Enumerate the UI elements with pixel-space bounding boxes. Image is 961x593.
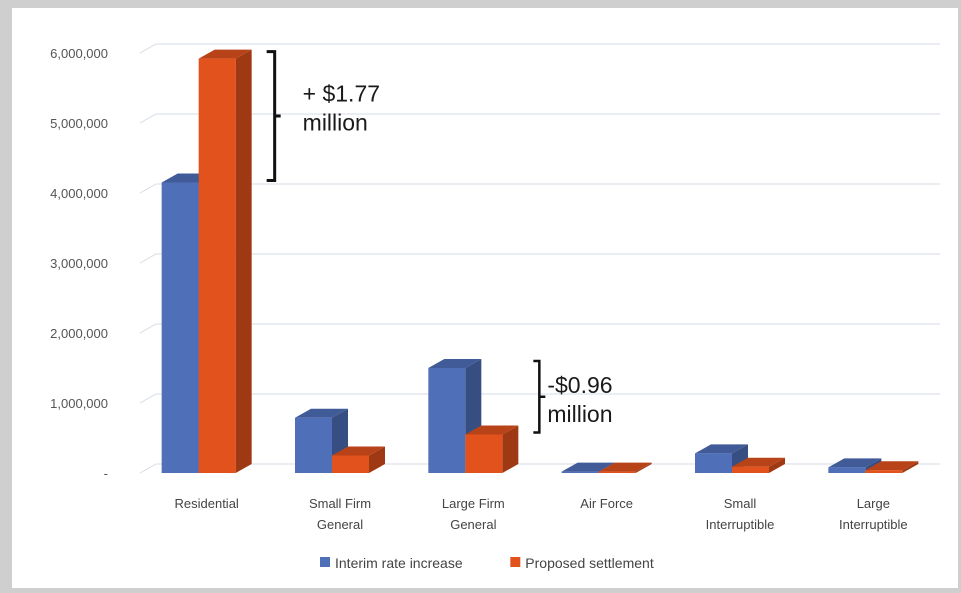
bar-side-face xyxy=(902,461,919,473)
bar-front-face xyxy=(695,453,732,473)
bar-side-face xyxy=(635,462,652,473)
legend-item: Interim rate increase xyxy=(320,555,463,571)
bar-side-face xyxy=(369,446,385,473)
bar-front-face xyxy=(732,466,769,473)
gridline xyxy=(139,253,940,264)
bar-top-face xyxy=(732,457,785,467)
bar-front-face xyxy=(828,467,866,473)
bar-top-face xyxy=(598,462,652,472)
bar xyxy=(732,457,785,473)
bar-front-face xyxy=(561,471,599,473)
gridline xyxy=(139,323,940,334)
bar-top-face xyxy=(695,444,748,454)
bar-chart: - 1,000,000 2,000,000 3,000,000 4,000,000 5,0… xyxy=(50,43,940,571)
bar-top-face xyxy=(561,462,615,472)
gridline xyxy=(139,183,940,194)
bar-front-face xyxy=(198,58,236,473)
y-tick-label: 2,000,000 xyxy=(50,326,108,341)
bar-front-face xyxy=(865,470,903,473)
legend-swatch xyxy=(510,557,521,567)
category-label: Small Interruptible xyxy=(706,496,775,532)
bar-front-face xyxy=(465,434,503,473)
y-tick-label: 5,000,000 xyxy=(50,116,108,131)
gridline xyxy=(139,113,940,124)
y-tick-label: 4,000,000 xyxy=(50,186,108,201)
y-tick-label: 1,000,000 xyxy=(50,396,108,411)
gridlines xyxy=(139,43,940,474)
category-label: Large Firm General xyxy=(442,496,505,532)
bar-front-face xyxy=(428,368,466,473)
bar xyxy=(598,462,652,473)
bar-front-face xyxy=(295,417,332,473)
bar-side-face xyxy=(235,49,252,473)
bar-top-face xyxy=(332,446,385,456)
bar-front-face xyxy=(332,455,369,473)
bar-top-face xyxy=(465,425,519,435)
category-label: Small Firm General xyxy=(309,496,371,532)
bar-top-face xyxy=(198,49,252,59)
annotations: + $1.77 million -$0.96 million xyxy=(266,50,613,434)
legend-item: Proposed settlement xyxy=(510,555,654,571)
x-axis: Residential Small Firm General Large Firm Ge… xyxy=(175,496,908,532)
bar-side-face xyxy=(769,457,785,473)
category-label: Large Interruptible xyxy=(839,496,908,532)
legend-label: Proposed settlement xyxy=(525,555,654,571)
y-tick-label: 6,000,000 xyxy=(50,46,108,61)
bars xyxy=(161,49,919,473)
annotation-text: -$0.96 million xyxy=(547,372,612,427)
bar-top-face xyxy=(295,408,348,418)
bar-front-face xyxy=(598,471,636,473)
category-label: Residential xyxy=(175,496,239,511)
bar-top-face xyxy=(428,359,482,368)
bar xyxy=(865,461,919,473)
gridline xyxy=(139,463,940,474)
bar-top-face xyxy=(865,461,919,471)
annotation-text: + $1.77 million xyxy=(303,81,380,136)
gridline xyxy=(139,393,940,404)
bar xyxy=(332,446,385,473)
legend-swatch xyxy=(320,557,330,567)
chart-panel: - 1,000,000 2,000,000 3,000,000 4,000,000 5,0… xyxy=(12,8,958,588)
bar-side-face xyxy=(502,425,519,473)
y-tick-label: 3,000,000 xyxy=(50,256,108,271)
y-tick-label: - xyxy=(104,466,108,481)
y-axis: - 1,000,000 2,000,000 3,000,000 4,000,000 5,0… xyxy=(50,46,108,481)
annotation-bracket xyxy=(266,50,281,182)
annotation-bracket xyxy=(533,359,546,434)
bar xyxy=(465,425,519,473)
category-label: Air Force xyxy=(580,496,633,511)
bar-front-face xyxy=(161,182,199,473)
legend: Interim rate increase Proposed settlement xyxy=(320,555,654,571)
bar-top-face xyxy=(828,458,882,468)
bar xyxy=(198,49,252,473)
gridline xyxy=(139,43,940,54)
legend-label: Interim rate increase xyxy=(335,555,463,571)
